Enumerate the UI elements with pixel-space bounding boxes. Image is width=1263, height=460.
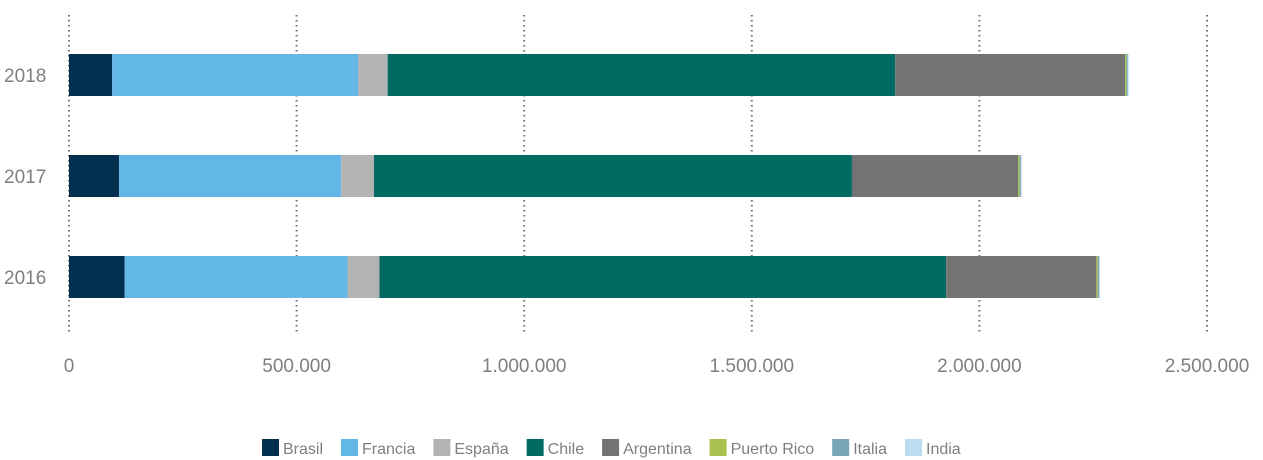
bar-segment [895,54,1126,96]
legend-swatch [602,439,620,456]
legend-swatch [832,439,850,456]
bars [69,54,1129,298]
bar-segment [379,256,947,298]
bar-segment [1097,256,1100,298]
bar-segment [1099,256,1101,298]
y-axis-labels: 2018 2017 2016 [4,66,46,289]
y-tick-label: 2017 [4,167,46,188]
bar-segment [1127,54,1129,96]
bar-segment [124,256,348,298]
bar-segment [373,155,852,197]
bar-segment [119,155,342,197]
bar-segment [69,155,120,197]
legend-label: Francia [362,441,415,458]
legend-label: Puerto Rico [731,441,815,458]
bar-segment [1125,54,1127,96]
x-tick-label: 0 [64,356,75,377]
legend-swatch [262,439,279,456]
bar-segment [347,256,380,298]
x-tick-label: 500.000 [262,356,331,377]
legend-label: España [454,441,508,458]
legend-label: Chile [548,441,585,458]
bar-segment [1020,155,1022,197]
legend-label: Italia [853,441,887,458]
bar-segment [1018,155,1020,197]
legend-label: Brasil [283,441,323,458]
bar-segment [358,54,388,96]
x-tick-label: 2.500.000 [1165,356,1250,377]
bar-segment [341,155,374,197]
bar-segment [1019,155,1021,197]
y-tick-label: 2018 [4,66,46,87]
x-axis-labels: 0 500.000 1.000.000 1.500.000 2.000.000 2.500… [64,356,1250,377]
legend-label: Argentina [623,441,692,458]
legend-label: India [926,441,961,458]
bar-segment [851,155,1019,197]
bar-segment [1096,256,1098,298]
legend-swatch [341,439,359,456]
x-tick-label: 1.000.000 [482,356,567,377]
bar-segment [1126,54,1128,96]
x-tick-label: 1.500.000 [710,356,795,377]
legend-swatch [433,439,451,456]
bar-segment [387,54,896,96]
legend-swatch [709,439,727,456]
bar-segment [69,54,113,96]
bar-segment [69,256,125,298]
bar-segment [946,256,1097,298]
x-tick-label: 2.000.000 [937,356,1022,377]
legend-swatch [905,439,922,456]
legend-swatch [526,439,544,456]
legend: Brasil Francia España Chile Argentina Puerto … [262,439,961,458]
bar-segment [112,54,359,96]
y-tick-label: 2016 [4,268,46,289]
